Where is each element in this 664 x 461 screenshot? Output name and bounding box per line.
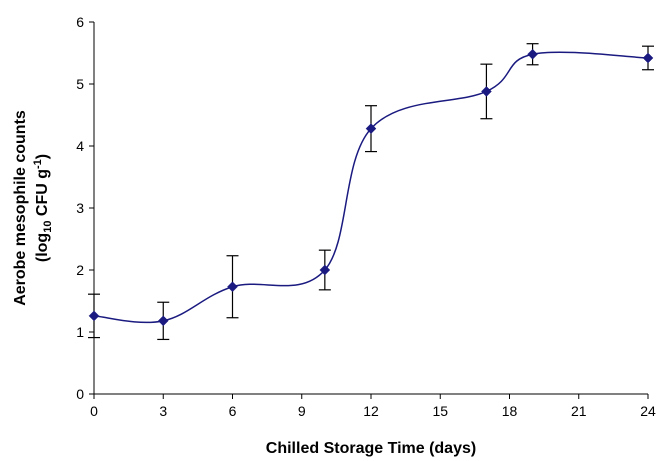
- series-line: [93, 51, 649, 324]
- x-tick-label: 21: [571, 403, 587, 419]
- data-point: [88, 310, 100, 322]
- y-tick-label: 5: [76, 76, 84, 92]
- y-ticks: 0 1 2 3 4 5 6: [76, 14, 94, 402]
- data-point: [319, 264, 331, 276]
- x-tick-label: 6: [229, 403, 237, 419]
- y-tick-label: 3: [76, 200, 84, 216]
- x-tick-label: 12: [363, 403, 379, 419]
- x-tick-label: 3: [159, 403, 167, 419]
- x-tick-label: 24: [640, 403, 656, 419]
- axes: [93, 22, 648, 395]
- x-ticks: 0 3 6 9 12 15 18 21 24: [90, 394, 656, 419]
- y-unit-log: (log: [34, 233, 51, 262]
- data-point: [481, 86, 492, 97]
- data-point: [157, 315, 169, 327]
- y-unit-cfu: CFU g: [34, 169, 51, 221]
- x-tick-label: 0: [90, 403, 98, 419]
- y-axis-title-line1: Aerobe mesophile counts: [12, 110, 29, 306]
- y-tick-label: 6: [76, 14, 84, 30]
- y-tick-label: 0: [76, 386, 84, 402]
- y-axis-title-line2: (log10 CFU g-1): [32, 154, 54, 262]
- series-layer: [88, 43, 654, 341]
- y-unit-close: ): [34, 154, 51, 159]
- y-tick-label: 2: [76, 262, 84, 278]
- y-tick-label: 1: [76, 324, 84, 340]
- y-unit-subscript: 10: [42, 221, 54, 233]
- y-unit-superscript: -1: [32, 159, 44, 169]
- y-axis-title: Aerobe mesophile counts (log10 CFU g-1): [12, 110, 54, 306]
- data-point: [527, 48, 538, 60]
- x-tick-label: 18: [502, 403, 518, 419]
- data-point: [227, 281, 238, 293]
- x-tick-label: 15: [432, 403, 448, 419]
- y-tick-label: 4: [76, 138, 84, 154]
- x-tick-label: 9: [298, 403, 306, 419]
- data-point: [642, 52, 654, 64]
- data-point: [365, 123, 377, 134]
- x-axis-title: Chilled Storage Time (days): [266, 440, 476, 457]
